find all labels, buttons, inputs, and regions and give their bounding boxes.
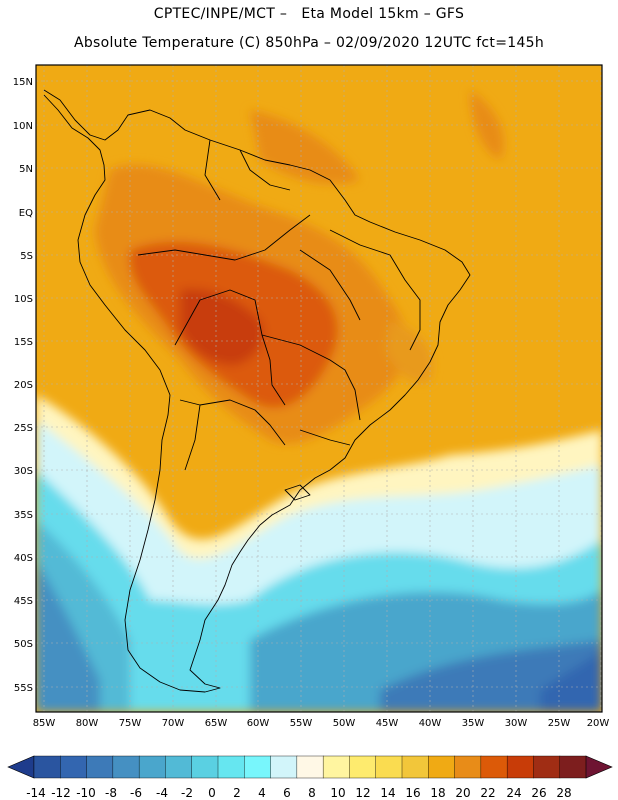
colorbar-label: 2 — [233, 786, 241, 800]
colorbar-swatch — [559, 755, 587, 779]
lon-label: 30W — [505, 718, 528, 729]
colorbar-swatch — [60, 755, 88, 779]
colorbar-swatch — [506, 755, 534, 779]
colorbar-label: -12 — [51, 786, 71, 800]
colorbar-swatch — [296, 755, 324, 779]
lat-label: 10N — [13, 121, 33, 132]
lat-label: 5S — [20, 251, 33, 262]
lon-label: 40W — [419, 718, 442, 729]
colorbar-label: 18 — [430, 786, 445, 800]
colorbar-swatch — [322, 755, 350, 779]
lon-label: 80W — [76, 718, 99, 729]
colorbar-legend: -14 -12 -10 -8 -6 -4 -2 0 2 4 6 8 10 12 … — [7, 755, 613, 800]
graticule — [36, 65, 602, 712]
colorbar-label: -8 — [105, 786, 117, 800]
colorbar-label: 24 — [506, 786, 521, 800]
colorbar-label: 4 — [258, 786, 266, 800]
lon-label: 50W — [333, 718, 356, 729]
colorbar-label: 6 — [283, 786, 291, 800]
colorbar-label: 12 — [355, 786, 370, 800]
colorbar-swatch — [86, 755, 114, 779]
colorbar-swatch — [270, 755, 298, 779]
colorbar-swatch — [191, 755, 219, 779]
lon-label: 35W — [462, 718, 485, 729]
colorbar-swatch — [375, 755, 403, 779]
colorbar-swatch — [454, 755, 482, 779]
colorbar-swatch — [138, 755, 166, 779]
coastlines — [43, 89, 471, 693]
lon-label: 85W — [33, 718, 56, 729]
lat-label: 50S — [14, 639, 33, 650]
longitude-axis: 85W 80W 75W 70W 65W 60W 55W 50W 45W 40W … — [33, 718, 610, 729]
lat-label: 5N — [19, 164, 33, 175]
lat-label: 35S — [14, 510, 33, 521]
colorbar-swatch — [217, 755, 245, 779]
colorbar-label: 16 — [405, 786, 420, 800]
map-subtitle: Absolute Temperature (C) 850hPa – 02/09/… — [73, 35, 545, 51]
map-frame — [35, 64, 603, 713]
colorbar-swatch — [480, 755, 508, 779]
colorbar-swatch — [533, 755, 561, 779]
lon-label: 45W — [376, 718, 399, 729]
lat-label: EQ — [19, 208, 33, 219]
colorbar-min-arrow — [7, 755, 35, 779]
lon-label: 70W — [162, 718, 185, 729]
colorbar-label: -6 — [130, 786, 142, 800]
lon-label: 65W — [205, 718, 228, 729]
map-title: CPTEC/INPE/MCT – Eta Model 15km – GFS — [153, 6, 465, 22]
lat-label: 45S — [14, 596, 33, 607]
lat-label: 20S — [14, 380, 33, 391]
lat-label: 15N — [13, 77, 33, 88]
lat-label: 30S — [14, 466, 33, 477]
colorbar-label: 28 — [556, 786, 571, 800]
colorbar-swatch — [165, 755, 193, 779]
temperature-field — [36, 65, 602, 712]
colorbar-swatches — [33, 755, 587, 779]
colorbar-swatch — [33, 755, 61, 779]
colorbar-label: -2 — [181, 786, 193, 800]
colorbar-label: -10 — [76, 786, 96, 800]
colorbar-swatch — [244, 755, 272, 779]
lon-label: 20W — [587, 718, 610, 729]
colorbar-swatch — [349, 755, 377, 779]
colorbar-label: 8 — [308, 786, 316, 800]
colorbar-labels: -14 -12 -10 -8 -6 -4 -2 0 2 4 6 8 10 12 … — [26, 786, 571, 800]
colorbar-swatch — [428, 755, 456, 779]
colorbar-label: 20 — [455, 786, 470, 800]
colorbar-label: 0 — [208, 786, 216, 800]
colorbar-label: 10 — [330, 786, 345, 800]
lat-label: 55S — [14, 683, 33, 694]
colorbar-swatch — [401, 755, 429, 779]
colorbar-label: 14 — [380, 786, 395, 800]
lon-label: 75W — [119, 718, 142, 729]
colorbar-swatch — [112, 755, 140, 779]
lat-label: 40S — [14, 553, 33, 564]
colorbar-label: -14 — [26, 786, 46, 800]
colorbar-label: 22 — [480, 786, 495, 800]
lat-label: 10S — [14, 294, 33, 305]
lon-label: 60W — [247, 718, 270, 729]
lon-label: 55W — [290, 718, 313, 729]
colorbar-max-arrow — [585, 755, 613, 779]
colorbar-label: 26 — [531, 786, 546, 800]
colorbar-label: -4 — [156, 786, 168, 800]
lat-label: 25S — [14, 423, 33, 434]
latitude-axis: 15N 10N 5N EQ 5S 10S 15S 20S 25S 30S 35S… — [13, 77, 33, 694]
lat-label: 15S — [14, 337, 33, 348]
lon-label: 25W — [548, 718, 571, 729]
